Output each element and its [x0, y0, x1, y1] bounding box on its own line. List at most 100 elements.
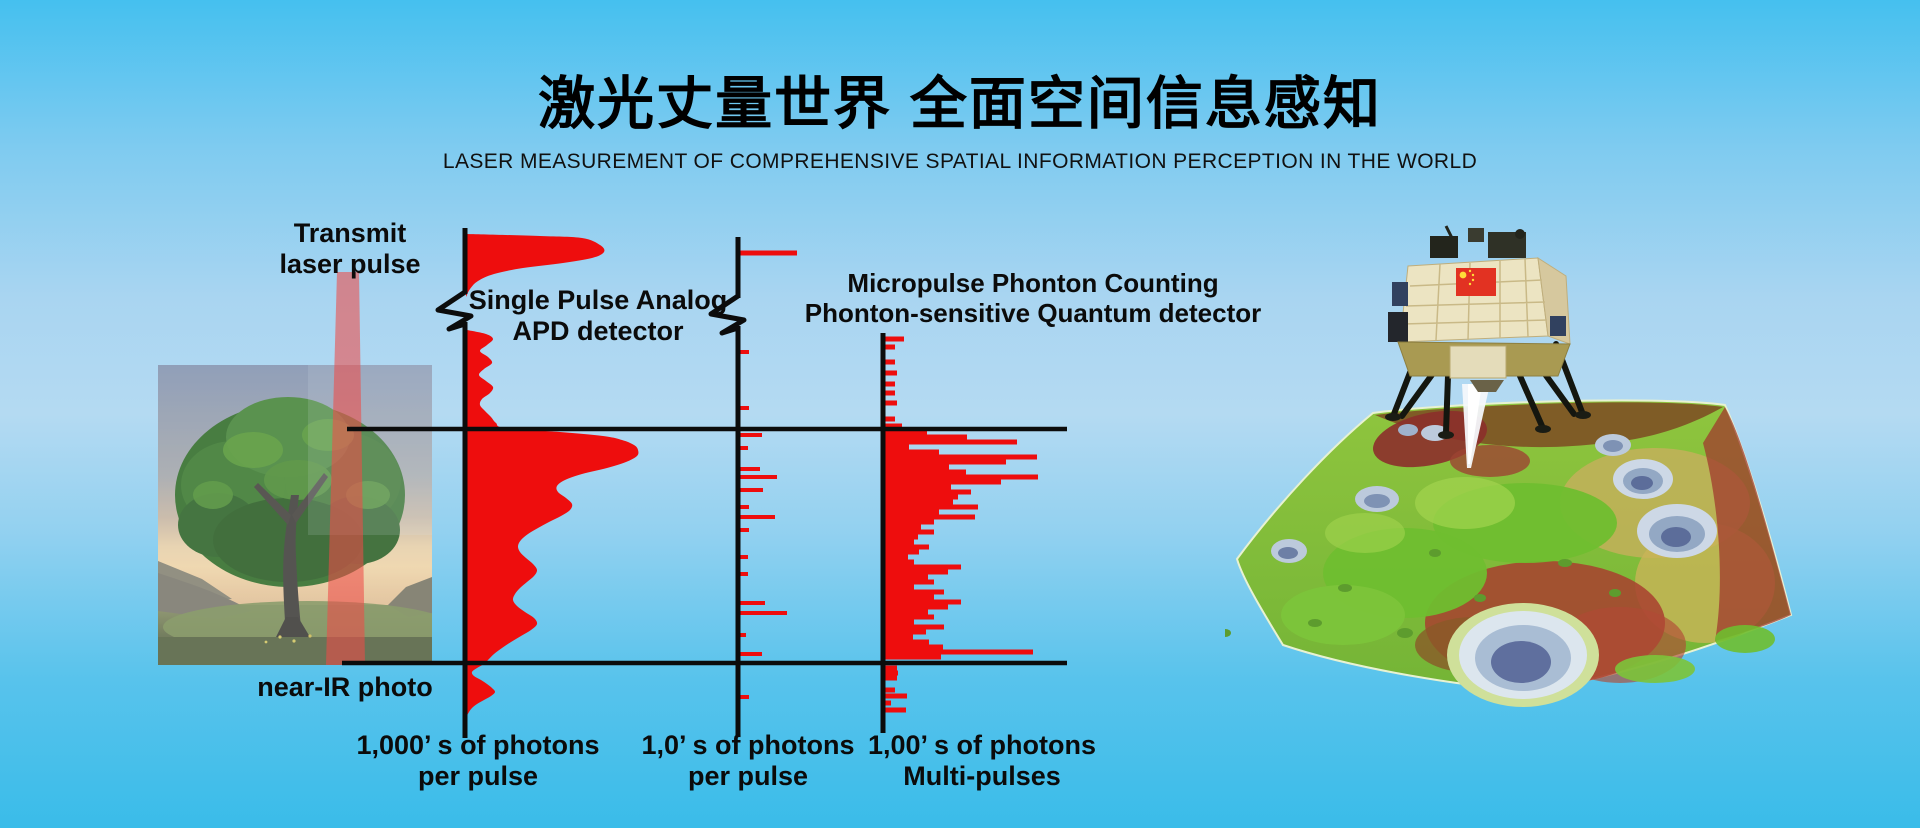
photon-count-bar [883, 609, 928, 615]
apd-return-waveform [465, 330, 639, 731]
photon-count-bar [883, 439, 1017, 445]
photon-count-bar [883, 687, 895, 693]
photon-count-bar [883, 370, 897, 376]
apd-detector-label: Single Pulse Analog APD detector [468, 285, 728, 347]
terrain-3d-map-illustration [1225, 399, 1793, 707]
photon-count-bar [883, 529, 934, 535]
photon-count-bar [883, 584, 914, 590]
photon-count-bar [883, 469, 966, 475]
photon-count-bar [883, 629, 926, 635]
photon-count-bar [883, 594, 934, 600]
photon-count-bar [883, 614, 934, 620]
photon-count-bar [883, 665, 897, 671]
terrain-craters [1271, 424, 1717, 707]
photon-count-bar [883, 700, 891, 706]
micropulse-tick [738, 475, 777, 479]
photon-count-bar [883, 381, 895, 387]
micropulse-tick [738, 433, 762, 437]
photon-count-bar [883, 423, 902, 429]
transmit-laser-pulse-label: Transmit laser pulse [279, 218, 421, 280]
photon-count-bar [883, 504, 978, 510]
micropulse-tick [738, 555, 748, 559]
micropulse-tick [738, 652, 762, 656]
photon-count-bar [883, 619, 914, 625]
photon-count-bar [883, 693, 907, 699]
photon-count-bar [883, 644, 943, 650]
caption-tens-photons: 1,0’ s of photons per pulse [641, 730, 855, 792]
near-ir-photo-label: near-IR photo [257, 672, 433, 702]
photon-count-bar [883, 459, 1006, 465]
photon-count-bar [883, 336, 904, 342]
page-subtitle: LASER MEASUREMENT OF COMPREHENSIVE SPATI… [442, 150, 1478, 173]
photon-count-bar [883, 579, 934, 585]
photon-count-bar [883, 649, 1033, 655]
photon-count-bar [883, 549, 919, 555]
single-pulse-analog-apd-axis-break [435, 289, 474, 332]
photon-count-bar [883, 574, 928, 580]
lander-body [1388, 256, 1571, 392]
photon-count-bar [883, 390, 895, 396]
photon-count-bar [883, 514, 975, 520]
photon-count-bar [883, 670, 898, 676]
photon-count-bar [883, 464, 949, 470]
photon-count-bar [883, 624, 944, 630]
micropulse-tick [738, 572, 748, 576]
photon-count-bar [883, 707, 906, 713]
photon-count-bar [883, 454, 1037, 460]
photon-count-bar [883, 564, 961, 570]
lander-feet [1385, 411, 1591, 439]
photon-count-bar [883, 559, 914, 565]
photon-count-bar [883, 639, 929, 645]
photon-count-bar [883, 494, 958, 500]
photon-count-bar [883, 474, 1038, 480]
near-ir-tree-photo [158, 365, 432, 665]
photon-count-bar [883, 449, 939, 455]
photon-count-bar [883, 589, 944, 595]
micropulse-transmit-tick [738, 250, 797, 256]
page-title: 激光丈量世界 全面空间信息感知 [538, 72, 1382, 136]
micropulse-tick [738, 467, 760, 471]
photon-count-bar [883, 509, 939, 515]
micropulse-tick [738, 505, 749, 509]
photo-haze [158, 365, 432, 665]
photon-count-bar [883, 344, 895, 350]
photo-haze-corner [308, 365, 432, 535]
lander-top-instruments [1430, 225, 1526, 258]
terrain-highland-patches [1281, 402, 1791, 685]
photon-count-bar [883, 359, 895, 365]
photon-count-bar [883, 524, 921, 530]
photon-count-bar [883, 604, 948, 610]
micropulse-tick [738, 611, 787, 615]
lander-illustration [1385, 225, 1591, 468]
micropulse-tick [738, 601, 765, 605]
micropulse-detector-label: Micropulse Phonton Counting Phonton-sens… [804, 268, 1262, 329]
photon-count-bar [883, 544, 929, 550]
photon-count-bar [883, 634, 913, 640]
micropulse-tick [738, 695, 749, 699]
photon-count-bar [883, 416, 895, 422]
photon-count-bar [883, 534, 918, 540]
photon-count-bar [883, 400, 897, 406]
photon-count-bar [883, 499, 953, 505]
caption-hundreds-photons: 1,00’ s of photons Multi-pulses [867, 730, 1097, 792]
photon-count-bar [883, 569, 948, 575]
photo-tree-trunk [254, 473, 328, 637]
micropulse-tick [738, 350, 749, 354]
photon-count-bar [883, 654, 941, 660]
caption-thousands-photons: 1,000’ s of photons per pulse [356, 730, 600, 792]
photon-count-bar [883, 599, 961, 605]
micropulse-tick [738, 528, 749, 532]
micropulse-tick [738, 446, 748, 450]
photon-count-bar [883, 479, 1001, 485]
micropulse-tick [738, 633, 746, 637]
photon-count-bar [883, 554, 908, 560]
photon-count-bar [883, 675, 897, 681]
micropulse-tick [738, 515, 775, 519]
photon-count-bar [883, 489, 971, 495]
micropulse-tick [738, 406, 749, 410]
terrain-bumps [1225, 549, 1621, 638]
photon-count-bar [883, 444, 909, 450]
photon-count-bar [883, 484, 951, 490]
photon-count-bar [883, 429, 927, 435]
